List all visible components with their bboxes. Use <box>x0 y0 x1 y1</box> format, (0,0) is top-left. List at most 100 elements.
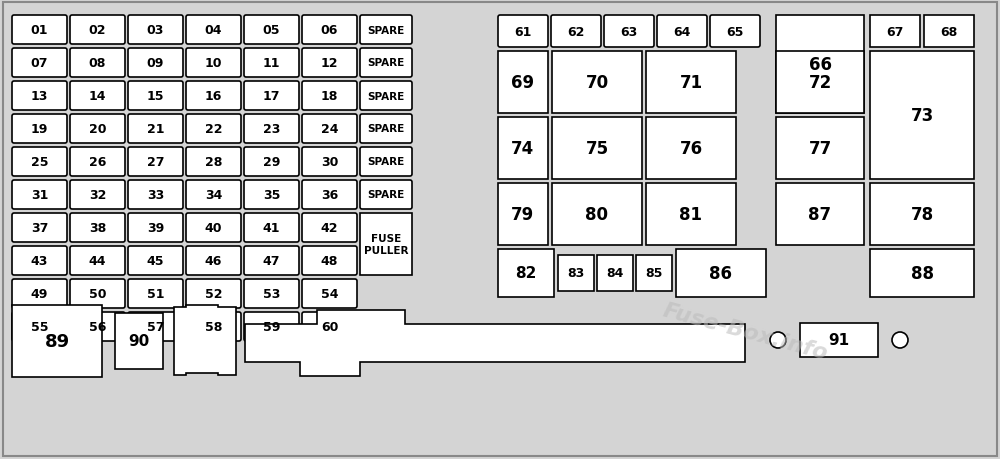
FancyBboxPatch shape <box>70 82 125 111</box>
FancyBboxPatch shape <box>244 280 299 308</box>
Text: 90: 90 <box>128 334 150 349</box>
Text: 86: 86 <box>710 264 732 282</box>
FancyBboxPatch shape <box>70 115 125 144</box>
FancyBboxPatch shape <box>360 115 412 144</box>
Text: 83: 83 <box>567 267 585 280</box>
Text: 47: 47 <box>263 254 280 268</box>
Text: 73: 73 <box>910 107 934 125</box>
FancyBboxPatch shape <box>498 16 548 48</box>
Text: 55: 55 <box>31 320 48 333</box>
Text: 65: 65 <box>726 25 744 39</box>
Text: 04: 04 <box>205 24 222 37</box>
FancyBboxPatch shape <box>70 312 125 341</box>
Text: 40: 40 <box>205 222 222 235</box>
FancyBboxPatch shape <box>186 115 241 144</box>
Bar <box>498 184 548 246</box>
Text: 26: 26 <box>89 156 106 168</box>
Text: 50: 50 <box>89 287 106 300</box>
Bar <box>776 16 864 114</box>
Bar <box>552 118 642 179</box>
Bar <box>115 313 163 369</box>
FancyBboxPatch shape <box>128 213 183 242</box>
Text: 21: 21 <box>147 123 164 136</box>
FancyBboxPatch shape <box>244 82 299 111</box>
Text: 19: 19 <box>31 123 48 136</box>
FancyBboxPatch shape <box>302 180 357 210</box>
FancyBboxPatch shape <box>551 16 601 48</box>
Text: FUSE
PULLER: FUSE PULLER <box>364 234 408 255</box>
FancyBboxPatch shape <box>12 82 67 111</box>
Text: 57: 57 <box>147 320 164 333</box>
Text: 61: 61 <box>514 25 532 39</box>
Text: 59: 59 <box>263 320 280 333</box>
Text: 71: 71 <box>679 74 703 92</box>
FancyBboxPatch shape <box>70 280 125 308</box>
Bar <box>870 249 974 297</box>
FancyBboxPatch shape <box>128 115 183 144</box>
FancyBboxPatch shape <box>302 115 357 144</box>
Bar <box>12 305 102 377</box>
FancyBboxPatch shape <box>128 280 183 308</box>
Text: 48: 48 <box>321 254 338 268</box>
Text: 14: 14 <box>89 90 106 103</box>
Text: 39: 39 <box>147 222 164 235</box>
Bar <box>646 184 736 246</box>
FancyBboxPatch shape <box>186 312 241 341</box>
FancyBboxPatch shape <box>70 16 125 45</box>
Bar <box>776 118 864 179</box>
FancyBboxPatch shape <box>128 148 183 177</box>
Text: 75: 75 <box>585 140 609 157</box>
FancyBboxPatch shape <box>128 246 183 275</box>
Bar <box>558 256 594 291</box>
Bar <box>552 52 642 114</box>
FancyBboxPatch shape <box>186 82 241 111</box>
Bar <box>597 256 633 291</box>
Text: 31: 31 <box>31 189 48 202</box>
FancyBboxPatch shape <box>70 180 125 210</box>
Text: 52: 52 <box>205 287 222 300</box>
Text: 09: 09 <box>147 57 164 70</box>
Bar <box>776 52 864 114</box>
FancyBboxPatch shape <box>12 148 67 177</box>
Text: 63: 63 <box>620 25 638 39</box>
Text: 11: 11 <box>263 57 280 70</box>
Text: 08: 08 <box>89 57 106 70</box>
FancyBboxPatch shape <box>186 280 241 308</box>
Text: 01: 01 <box>31 24 48 37</box>
Text: 37: 37 <box>31 222 48 235</box>
Text: 51: 51 <box>147 287 164 300</box>
Text: 42: 42 <box>321 222 338 235</box>
FancyBboxPatch shape <box>657 16 707 48</box>
FancyBboxPatch shape <box>12 280 67 308</box>
Bar <box>776 184 864 246</box>
Text: 16: 16 <box>205 90 222 103</box>
Bar <box>498 249 554 297</box>
Text: 82: 82 <box>515 266 537 281</box>
Text: 84: 84 <box>606 267 624 280</box>
Text: 68: 68 <box>940 25 958 39</box>
Text: 67: 67 <box>886 25 904 39</box>
Circle shape <box>770 332 786 348</box>
Bar <box>870 184 974 246</box>
Text: 41: 41 <box>263 222 280 235</box>
FancyBboxPatch shape <box>360 82 412 111</box>
Text: 36: 36 <box>321 189 338 202</box>
Text: 05: 05 <box>263 24 280 37</box>
Text: 46: 46 <box>205 254 222 268</box>
Text: 35: 35 <box>263 189 280 202</box>
FancyBboxPatch shape <box>128 82 183 111</box>
FancyBboxPatch shape <box>302 280 357 308</box>
Bar <box>924 16 974 48</box>
Bar <box>498 52 548 114</box>
Text: 77: 77 <box>808 140 832 157</box>
Text: 22: 22 <box>205 123 222 136</box>
Polygon shape <box>245 310 745 376</box>
Text: 32: 32 <box>89 189 106 202</box>
Bar <box>870 52 974 179</box>
Text: 29: 29 <box>263 156 280 168</box>
FancyBboxPatch shape <box>710 16 760 48</box>
FancyBboxPatch shape <box>128 312 183 341</box>
Text: 07: 07 <box>31 57 48 70</box>
Text: 49: 49 <box>31 287 48 300</box>
Text: 33: 33 <box>147 189 164 202</box>
